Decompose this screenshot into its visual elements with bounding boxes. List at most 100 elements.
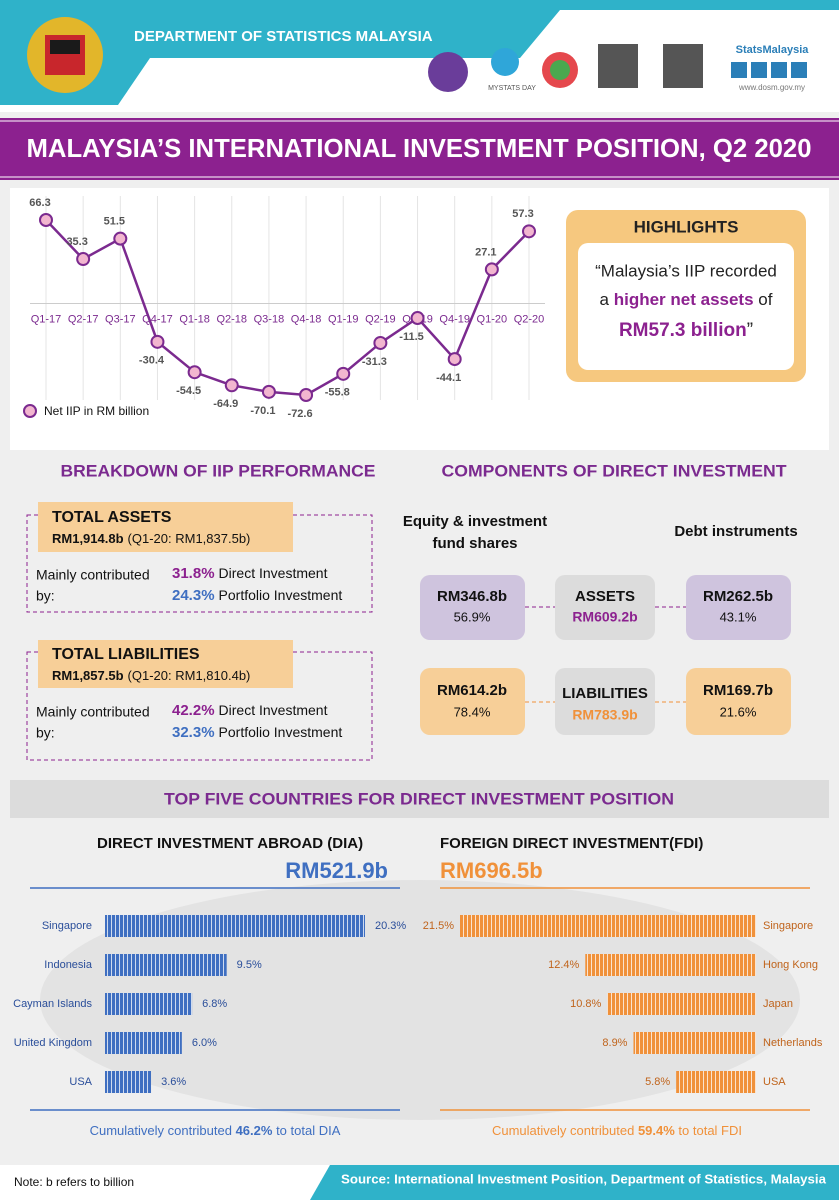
highlight-text: ” [747,320,753,341]
highlight-text: RM57.3 billion” [619,320,753,341]
section-title: COMPONENTS OF DIRECT INVESTMENT [442,461,788,480]
category-label: Cayman Islands [13,998,92,1010]
x-tick-label: Q2-17 [68,313,99,325]
data-point [76,252,91,267]
highlight-heading: HIGHLIGHTS [634,217,739,236]
item-label: Portfolio Investment [219,587,343,603]
bar-chart-title: DIRECT INVESTMENT ABROAD (DIA) [97,835,363,852]
value-label: 10.8% [570,998,601,1010]
category-label: Singapore [42,920,92,932]
item-label: Direct Investment [219,702,328,718]
bar-note-part: to total DIA [272,1123,340,1138]
data-label: -54.5 [176,385,201,397]
highlight-inner [578,243,794,370]
social-icon [731,62,747,78]
bar-note: Cumulatively contributed 59.4% to total … [492,1123,742,1138]
data-label: 51.5 [104,216,125,228]
section-title: TOP FIVE COUNTRIES FOR DIRECT INVESTMENT… [164,789,674,808]
component-share: 78.4% [454,704,491,719]
x-tick-label: Q3-18 [254,313,285,325]
data-label: -11.5 [399,331,423,343]
data-label: -64.9 [213,398,238,410]
data-point [484,262,499,277]
data-label: -31.3 [362,356,387,368]
data-point [261,384,276,399]
bar-note-part: Cumulatively contributed [492,1123,638,1138]
bar-note-part: Cumulatively contributed [90,1123,236,1138]
category-label: Netherlands [763,1037,823,1049]
data-line [45,219,530,397]
bar-note-part: 46.2% [236,1123,273,1138]
data-point [187,365,202,380]
component-label: LIABILITIES [562,685,648,702]
data-point [150,334,165,349]
footer-band [310,1165,839,1200]
component-box [420,575,525,640]
sdg-logo-inner [550,60,570,80]
highlight-text: a [600,290,614,309]
label-box [38,640,293,688]
component-box [686,668,791,735]
column-heading: Equity & investment [403,513,547,530]
category-label: Singapore [763,920,813,932]
value-label: 6.0% [192,1037,217,1049]
top-five-band [10,780,829,818]
data-point [224,378,239,393]
logo-text: www.dosm.gov.my [738,83,805,92]
bar [105,915,365,937]
highlight-emphasis: RM57.3 billion [619,320,747,341]
x-tick-label: Q1-19 [328,313,359,325]
value-label: 9.5% [237,959,262,971]
data-point [336,366,351,381]
title-banner [0,118,839,180]
component-share: 21.6% [720,704,757,719]
highlight-text: of [754,290,773,309]
logo-text: StatsMalaysia [736,44,810,56]
x-tick-label: Q4-18 [291,313,322,325]
world-map [40,880,800,1120]
value-label: 6.8% [202,998,227,1010]
bar-note: Cumulatively contributed 46.2% to total … [90,1123,341,1138]
item-share: 31.8% [172,565,215,582]
data-point [299,388,314,402]
bar-chart-title: FOREIGN DIRECT INVESTMENT(FDI) [440,835,703,852]
social-icon [771,62,787,78]
previous: (Q1-20: RM1,810.4b) [128,668,251,683]
component-total: RM783.9b [572,707,637,723]
item: 31.8% Direct Investment [172,565,328,582]
assets-group: TOTAL ASSETS RM1,914.8b (Q1-20: RM1,837.5… [26,502,373,613]
legend-marker [23,404,37,418]
bar-charts: DIRECT INVESTMENT ABROAD (DIA) RM521.9b Si… [13,835,823,1138]
header-band [0,0,839,105]
value-label: 21.5% [423,920,454,932]
bar [460,915,756,937]
logo-text: MYSTATS DAY [488,85,536,92]
legend-label: Net IIP in RM billion [44,404,149,418]
component-box [555,575,655,640]
dashed-frame [26,514,373,613]
x-tick-label: Q3-17 [105,313,136,325]
group-amount: RM1,914.8b (Q1-20: RM1,837.5b) [52,531,250,546]
highlight-text: a higher net assets of [600,290,773,309]
mystats-logo [491,48,519,76]
component-amount: RM346.8b [437,588,507,605]
data-label: 66.3 [29,197,50,209]
data-label: -44.1 [436,372,461,384]
data-point [113,231,128,246]
amount: RM1,857.5b [52,668,124,683]
component-total: RM609.2b [572,609,637,625]
value-label: 8.9% [602,1037,627,1049]
item: 32.3% Portfolio Investment [172,724,342,741]
social-icon [791,62,807,78]
census-logo [428,52,468,92]
highlight-emphasis: higher net assets [614,290,754,309]
bar-chart-subtitle: RM696.5b [440,858,543,883]
data-label: -55.8 [325,387,350,399]
liabilities-group: TOTAL LIABILITIES RM1,857.5b (Q1-20: RM1,… [26,640,373,761]
group-amount: RM1,857.5b (Q1-20: RM1,810.4b) [52,668,250,683]
data-label: 35.3 [66,236,87,248]
lead: by: [36,588,55,604]
social-icon [751,62,767,78]
category-label: Hong Kong [763,959,818,971]
